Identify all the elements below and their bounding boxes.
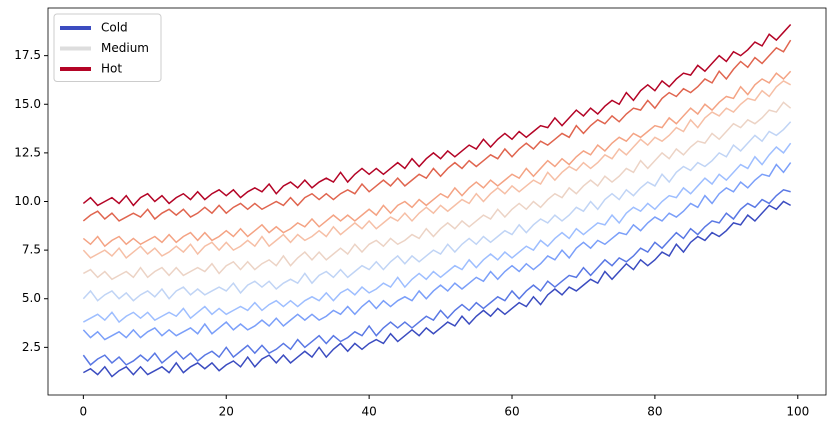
- x-tick-label: 80: [647, 405, 662, 419]
- series-line: [83, 142, 792, 324]
- y-tick-label: 5.0: [22, 291, 41, 305]
- series-line: [82, 162, 792, 341]
- legend-box: [53, 13, 162, 82]
- legend-label: Cold: [101, 21, 128, 35]
- x-tick-label: 20: [219, 405, 234, 419]
- plot-frame: [47, 7, 827, 396]
- series-line: [82, 39, 792, 222]
- legend-label: Hot: [101, 62, 122, 76]
- y-tick-label: 15.0: [14, 97, 41, 111]
- x-tick-label: 60: [504, 405, 519, 419]
- legend: Cold Medium Hot: [53, 13, 162, 82]
- series-line: [83, 101, 792, 281]
- series-line: [82, 70, 792, 248]
- x-tick-label: 100: [786, 405, 809, 419]
- x-tick-label: 40: [361, 405, 376, 419]
- series-line: [82, 80, 791, 259]
- y-tick-label: 7.5: [22, 243, 41, 257]
- y-tick-label: 17.5: [14, 48, 41, 62]
- y-tick-label: 12.5: [14, 145, 41, 159]
- y-tick-label: 10.0: [14, 194, 41, 208]
- series-line: [82, 189, 791, 366]
- x-tick-label: 0: [80, 405, 88, 419]
- y-tick-label: 2.5: [22, 340, 41, 354]
- series-line: [83, 200, 791, 378]
- series-line: [82, 24, 792, 207]
- legend-label: Medium: [101, 41, 149, 55]
- series-line: [82, 121, 792, 302]
